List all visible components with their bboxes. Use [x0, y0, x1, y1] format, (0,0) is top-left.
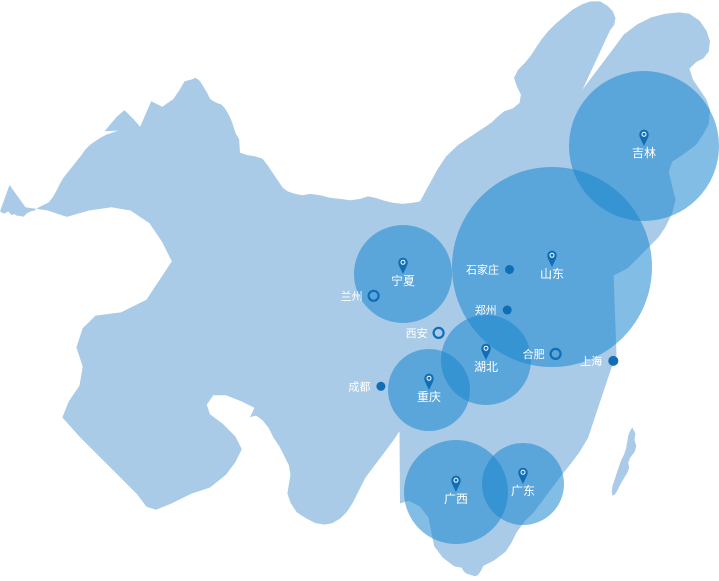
svg-text:兰州: 兰州: [341, 290, 363, 303]
svg-text:宁夏: 宁夏: [391, 273, 415, 288]
svg-text:成都: 成都: [348, 380, 370, 393]
svg-text:山东: 山东: [540, 267, 564, 281]
svg-text:广东: 广东: [511, 484, 535, 498]
svg-text:湖北: 湖北: [474, 359, 498, 374]
svg-text:西安: 西安: [406, 326, 428, 340]
svg-text:重庆: 重庆: [417, 390, 441, 404]
svg-text:石家庄: 石家庄: [466, 263, 499, 277]
svg-text:郑州: 郑州: [475, 303, 497, 317]
svg-text:吉林: 吉林: [632, 146, 656, 160]
svg-text:上海: 上海: [580, 354, 602, 368]
svg-text:合肥: 合肥: [523, 347, 545, 361]
svg-text:广西: 广西: [444, 492, 468, 506]
